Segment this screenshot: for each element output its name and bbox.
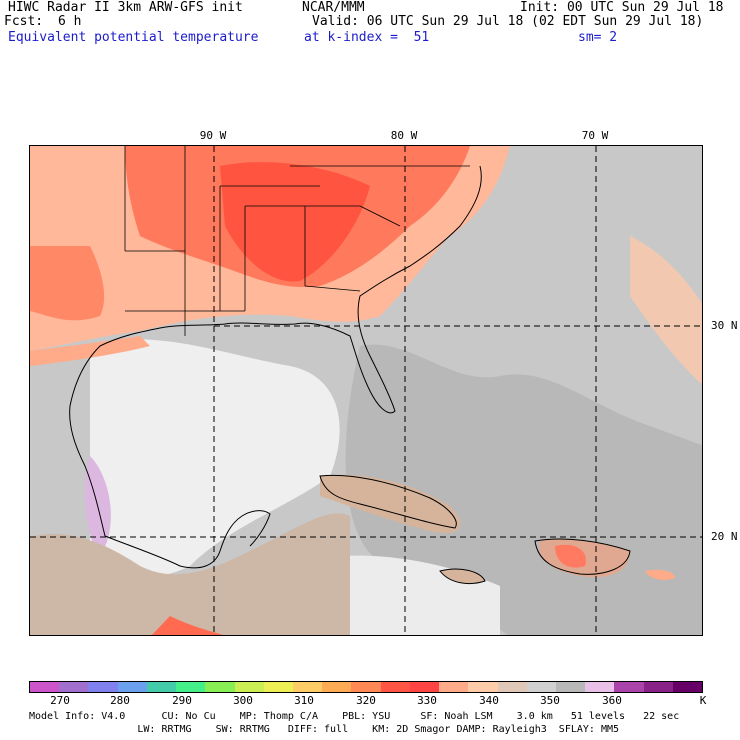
plot-title: HIWC Radar II 3km ARW-GFS init [8, 0, 243, 15]
colorbar-swatch [176, 682, 206, 692]
colorbar-swatch [30, 682, 60, 692]
colorbar-tick: 320 [356, 694, 376, 707]
smoothing: sm= 2 [578, 30, 618, 45]
colorbar-swatch [351, 682, 381, 692]
colorbar-swatch [322, 682, 352, 692]
colorbar-tick: 280 [110, 694, 130, 707]
lat-label-20n: 20 N [711, 530, 738, 543]
level-index: at k-index = 51 [304, 30, 430, 45]
colorbar-swatch [59, 682, 89, 692]
forecast-label: Fcst: [4, 14, 44, 29]
model-org: NCAR/MMM [302, 0, 365, 15]
colorbar-tick: 270 [50, 694, 70, 707]
lat-label-30n: 30 N [711, 319, 738, 332]
colorbar-swatch [292, 682, 323, 692]
central-america [30, 513, 350, 635]
coastlines [69, 165, 631, 584]
init-time: Init: 00 UTC Sun 29 Jul 18 [520, 0, 724, 15]
colorbar-tick: 310 [294, 694, 314, 707]
colorbar-tick: 330 [417, 694, 437, 707]
theta-e-map [29, 145, 703, 636]
colorbar-swatch [146, 682, 177, 692]
colorbar-tick: 340 [479, 694, 499, 707]
graticule [30, 146, 702, 635]
colorbar-swatch [205, 682, 235, 692]
colorbar-swatch [468, 682, 498, 692]
lon-label-80w: 80 W [390, 129, 418, 142]
colorbar-tick: 350 [540, 694, 560, 707]
jamaica [440, 569, 485, 584]
colorbar-swatch [234, 682, 264, 692]
colorbar-swatch [672, 682, 703, 692]
field-name: Equivalent potential temperature [8, 30, 259, 45]
colorbar-tick: 360 [602, 694, 622, 707]
model-info-line1: Model Info: V4.0 CU: No Cu MP: Thomp C/A… [29, 711, 680, 722]
colorbar-swatch [614, 682, 644, 692]
atlantic-warm-patch [630, 236, 702, 385]
colorbar-swatch [497, 682, 527, 692]
colorbar-swatch [439, 682, 469, 692]
valid-time: Valid: 06 UTC Sun 29 Jul 18 (02 EDT Sun … [312, 14, 704, 29]
gulf-light-region [90, 339, 340, 577]
lon-label-70w: 70 W [581, 129, 609, 142]
colorbar-tick: 290 [172, 694, 192, 707]
lon-label-90w: 90 W [199, 129, 227, 142]
puerto-rico [645, 569, 675, 580]
forecast-hour: 6 h [58, 14, 82, 29]
colorbar-swatch [409, 682, 440, 692]
model-info-line2: LW: RRTMG SW: RRTMG DIFF: full KM: 2D Sm… [29, 724, 620, 735]
state-borders [124, 146, 470, 336]
colorbar-swatch [585, 682, 615, 692]
cuba [320, 474, 461, 534]
colorbar-swatch [263, 682, 293, 692]
colorbar-swatch [117, 682, 147, 692]
colorbar-tick: 300 [233, 694, 253, 707]
colorbar-swatch [380, 682, 410, 692]
map-canvas [30, 146, 702, 635]
colorbar-swatch [88, 682, 118, 692]
colorbar-swatch [643, 682, 673, 692]
colorbar-swatch [526, 682, 556, 692]
colorbar-swatch [555, 682, 586, 692]
colorbar [29, 681, 703, 693]
land-hottest [220, 162, 370, 282]
colorbar-unit: K [699, 694, 707, 707]
